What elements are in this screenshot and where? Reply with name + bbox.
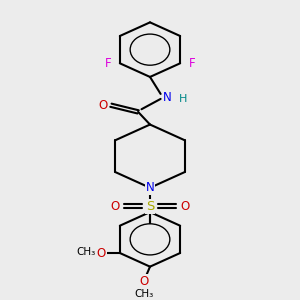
Text: O: O [139,275,148,288]
Text: F: F [189,57,195,70]
Text: CH₃: CH₃ [135,289,154,299]
Text: O: O [111,200,120,213]
Text: F: F [105,57,111,70]
Text: S: S [146,200,154,213]
Text: O: O [180,200,189,213]
Text: N: N [163,91,171,104]
Text: H: H [178,94,187,104]
Text: O: O [99,99,108,112]
Text: CH₃: CH₃ [76,247,95,257]
Text: N: N [146,181,154,194]
Text: O: O [97,247,106,260]
